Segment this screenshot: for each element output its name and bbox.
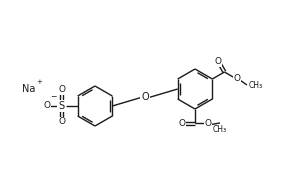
Text: O: O [233,74,240,83]
Text: CH₃: CH₃ [249,81,263,89]
Text: O: O [205,119,212,127]
Text: O: O [178,119,186,127]
Text: O: O [141,93,149,102]
Text: O: O [58,118,65,126]
Text: −: − [50,92,56,101]
Text: CH₃: CH₃ [213,125,227,134]
Text: O: O [58,86,65,94]
Text: Na: Na [22,84,36,94]
Text: S: S [59,101,65,111]
Text: +: + [36,79,42,85]
Text: O: O [215,57,222,66]
Text: O: O [43,100,50,109]
